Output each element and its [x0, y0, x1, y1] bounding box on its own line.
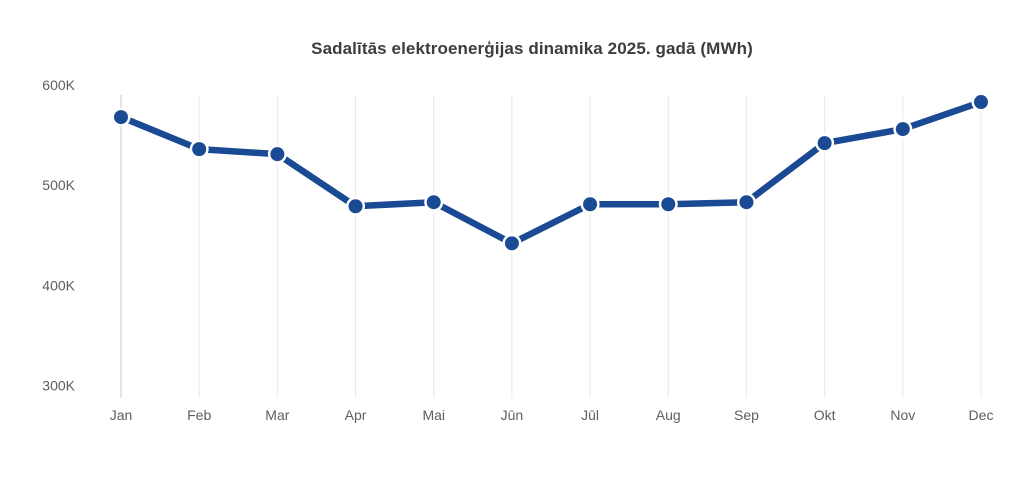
x-axis-tick-label: Dec	[969, 407, 994, 423]
data-point[interactable]	[426, 195, 441, 210]
data-point[interactable]	[348, 199, 363, 214]
data-point[interactable]	[817, 136, 832, 151]
chart-title: Sadalītās elektroenerģijas dinamika 2025…	[311, 39, 753, 58]
data-point[interactable]	[661, 197, 676, 212]
y-axis-tick-label: 500K	[42, 177, 75, 193]
data-point[interactable]	[739, 195, 754, 210]
data-point[interactable]	[192, 142, 207, 157]
y-axis-tick-label: 600K	[42, 77, 75, 93]
data-point[interactable]	[504, 236, 519, 251]
y-axis-tick-label: 400K	[42, 277, 75, 293]
x-axis-tick-label: Okt	[814, 407, 836, 423]
x-axis-tick-label: Aug	[656, 407, 681, 423]
x-axis-tick-label: Apr	[345, 407, 367, 423]
x-axis-tick-label: Nov	[890, 407, 915, 423]
x-axis-tick-label: Mai	[422, 407, 445, 423]
x-axis-tick-label: Sep	[734, 407, 759, 423]
data-line	[117, 98, 985, 247]
y-axis-tick-label: 300K	[42, 378, 75, 394]
x-axis-tick-label: Mar	[265, 407, 289, 423]
data-point[interactable]	[583, 197, 598, 212]
x-axis-tick-label: Jan	[110, 407, 133, 423]
data-point[interactable]	[270, 147, 285, 162]
x-axis-tick-label: Jūl	[581, 407, 599, 423]
data-point[interactable]	[114, 110, 128, 125]
x-axis-tick-label: Jūn	[501, 407, 524, 423]
x-axis-tick-label: Feb	[187, 407, 211, 423]
data-point[interactable]	[974, 95, 988, 110]
data-point[interactable]	[895, 122, 910, 137]
